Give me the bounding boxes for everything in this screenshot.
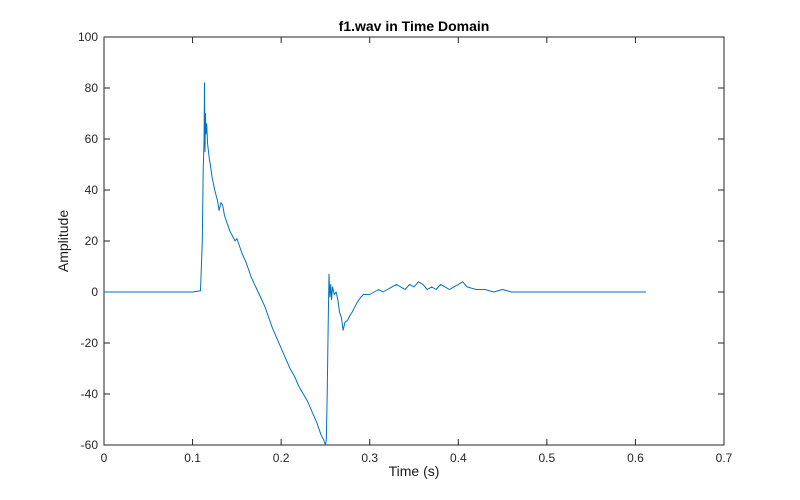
plot-area: 0 0.1 0.2 0.3 0.4 0.5 0.6 0.7 -60 -40 -20 0 20 40 60 8… (78, 30, 733, 465)
x-tick-label: 0.1 (184, 451, 201, 465)
x-axis-label: Time (s) (389, 463, 440, 479)
x-axis: 0 0.1 0.2 0.3 0.4 0.5 0.6 0.7 (101, 37, 733, 465)
x-tick-label: 0.5 (539, 451, 556, 465)
chart-title: f1.wav in Time Domain (339, 18, 490, 34)
y-tick-label: 0 (91, 285, 98, 299)
plot-frame (103, 36, 725, 446)
x-tick-label: 0.7 (716, 451, 733, 465)
x-tick-label: 0.4 (450, 451, 467, 465)
y-tick-label: 60 (85, 132, 99, 146)
y-tick-label: 80 (85, 81, 99, 95)
y-tick-label: -60 (81, 438, 99, 452)
series-line (104, 82, 647, 446)
y-axis: -60 -40 -20 0 20 40 60 80 100 (78, 30, 724, 452)
y-axis-label: Amplitude (55, 210, 71, 272)
x-tick-label: 0.2 (273, 451, 290, 465)
y-tick-label: 40 (85, 183, 99, 197)
y-tick-label: -20 (81, 336, 99, 350)
x-tick-label: 0.3 (361, 451, 378, 465)
y-tick-label: -40 (81, 387, 99, 401)
y-tick-label: 20 (85, 234, 99, 248)
x-tick-label: 0.6 (627, 451, 644, 465)
y-tick-label: 100 (78, 30, 98, 44)
x-tick-label: 0 (101, 451, 108, 465)
